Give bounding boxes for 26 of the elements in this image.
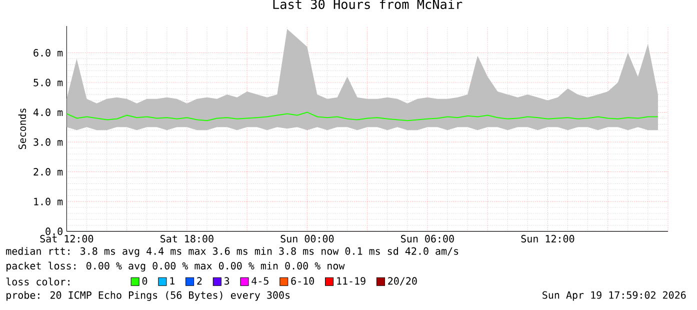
- legend-label: 0: [142, 277, 148, 285]
- x-tick-label: Sun 00:00: [280, 234, 334, 242]
- x-tick-label: Sun 06:00: [401, 234, 454, 242]
- legend-label: 6-10: [291, 277, 314, 285]
- legend-title: loss color:: [6, 278, 70, 286]
- y-axis-title: Seconds: [18, 108, 26, 150]
- text: Sun Apr 19 17:59:02 2026: [542, 291, 686, 301]
- y-tick-label: 5.0 m: [34, 78, 63, 86]
- x-tick-label: Sat 18:00: [160, 234, 214, 242]
- y-tick-label: 6.0 m: [34, 49, 63, 57]
- legend-label: 3: [224, 277, 230, 285]
- text: median rtt: 3.8 ms avg 4.4 ms max 3.6 ms min 3.8 ms now 0.1 ms sd 42.0 am/s: [6, 247, 458, 257]
- y-tick-label: 4.0 m: [33, 108, 63, 116]
- y-tick-label: 1.0 m: [34, 198, 63, 206]
- y-tick-label: 3.0 m: [34, 138, 63, 146]
- text: packet loss: 0.00 % avg 0.00 % max 0.00 % min 0.00 % now: [6, 262, 345, 272]
- legend-label: 1: [170, 277, 174, 285]
- legend-label: 2: [197, 277, 202, 285]
- x-tick-label: Sun 12:00: [521, 234, 574, 242]
- x-tick-label: Sat 12:00: [40, 234, 94, 242]
- y-tick-label: 0.0: [46, 228, 62, 236]
- y-tick-label: 2.0 m: [34, 168, 63, 176]
- legend-label: 20/20: [388, 277, 417, 286]
- text: probe: 20 ICMP Echo Pings (56 Bytes) every 300s: [6, 291, 290, 301]
- legend-label: 11-19: [337, 277, 366, 285]
- legend-label: 4-5: [252, 277, 268, 285]
